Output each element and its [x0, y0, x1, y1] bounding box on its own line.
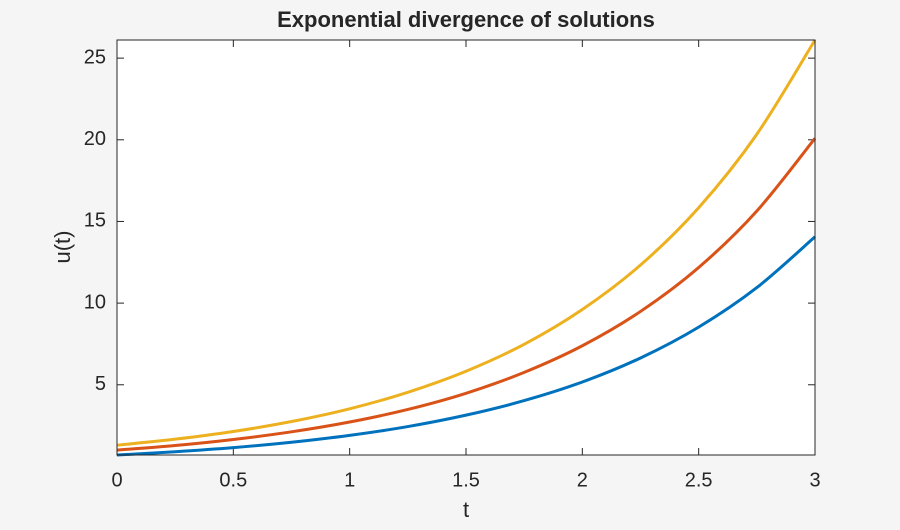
plot-area — [117, 40, 815, 455]
y-tick-label: 15 — [84, 210, 106, 232]
y-axis-label: u(t) — [50, 231, 75, 264]
series-line — [116, 137, 817, 452]
y-tick-label: 20 — [84, 128, 106, 150]
series-line — [116, 39, 817, 447]
y-tick-label: 25 — [84, 46, 106, 68]
series-line — [116, 235, 816, 457]
chart-title: Exponential divergence of solutions — [277, 7, 655, 32]
x-tick-label: 0 — [111, 469, 122, 491]
y-tick-label: 5 — [95, 373, 106, 395]
x-tick-label: 2 — [577, 469, 588, 491]
y-tick-label: 10 — [84, 291, 106, 313]
x-tick-label: 1 — [344, 469, 355, 491]
axes-box — [116, 39, 816, 456]
x-axis-label: t — [463, 497, 469, 522]
x-tick-label: 3 — [809, 469, 820, 491]
x-tick-label: 2.5 — [685, 469, 713, 491]
x-tick-label: 0.5 — [219, 469, 247, 491]
x-tick-label: 1.5 — [452, 469, 480, 491]
